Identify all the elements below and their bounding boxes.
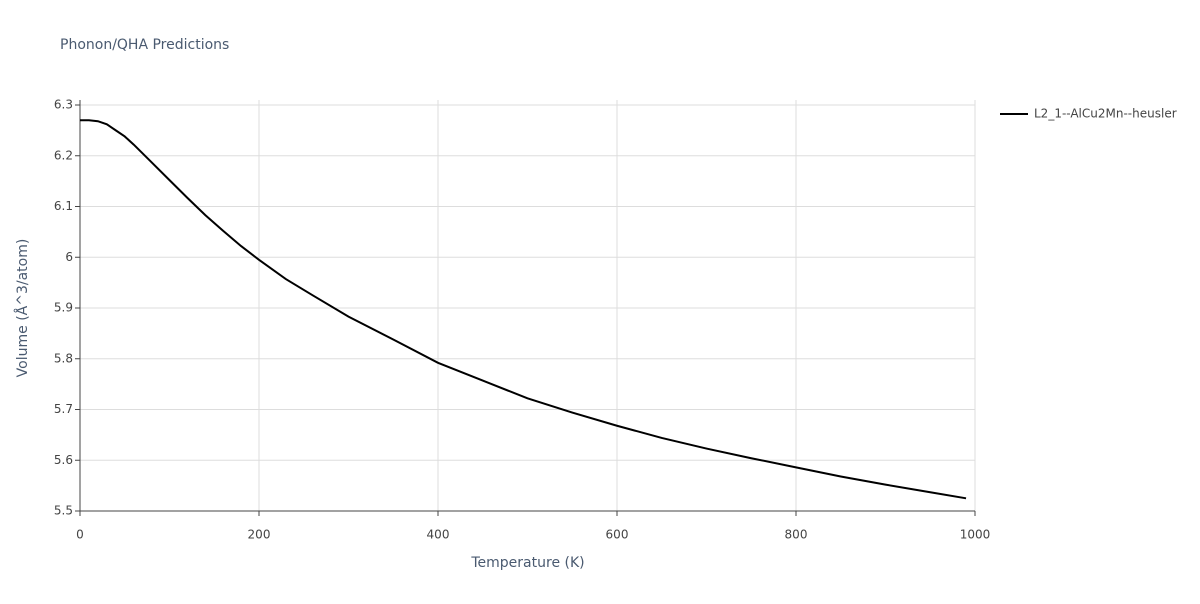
x-tick-label: 800 (785, 528, 808, 542)
x-axis-label: Temperature (K) (470, 555, 584, 571)
y-tick-label: 6.1 (54, 199, 73, 213)
y-tick-label: 5.9 (54, 301, 73, 315)
series-line (80, 119, 967, 500)
x-tick-label: 200 (248, 528, 271, 542)
x-tick-label: 600 (606, 528, 629, 542)
y-axis-label: Volume (Å^3/atom) (14, 239, 31, 378)
y-tick-label: 6.3 (54, 98, 73, 112)
y-tick-label: 5.8 (54, 351, 73, 365)
chart-title: Phonon/QHA Predictions (60, 37, 229, 53)
x-tick-label: 0 (76, 528, 84, 542)
y-tick-label: 5.7 (54, 402, 73, 416)
y-tick-label: 5.5 (54, 504, 73, 518)
y-tick-label: 6.2 (54, 148, 73, 162)
y-tick-label: 6 (65, 250, 73, 264)
legend-label: L2_1--AlCu2Mn--heusler (1034, 107, 1177, 121)
y-tick-label: 5.6 (54, 453, 73, 467)
x-tick-label: 1000 (960, 528, 991, 542)
x-tick-label: 400 (427, 528, 450, 542)
